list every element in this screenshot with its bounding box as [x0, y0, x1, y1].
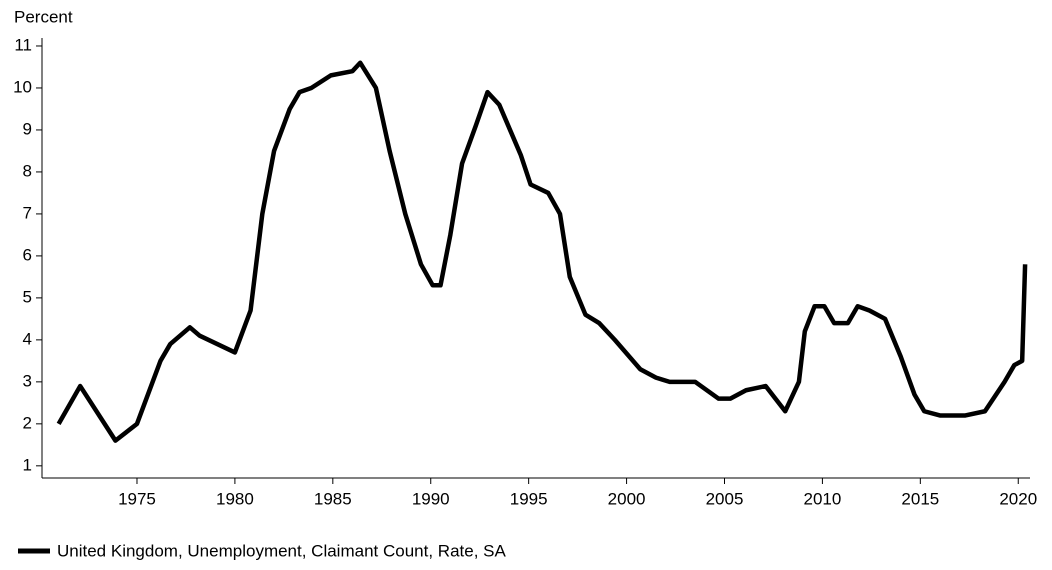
x-tick-label: 1995 [510, 489, 548, 508]
data-line [56, 60, 1028, 443]
y-tick-label: 10 [13, 77, 32, 96]
legend-label: United Kingdom, Unemployment, Claimant C… [57, 541, 506, 560]
x-tick-label: 1990 [412, 489, 450, 508]
x-tick-label: 2000 [608, 489, 646, 508]
x-tick-label: 2010 [803, 489, 841, 508]
y-tick-label: 6 [23, 245, 32, 264]
y-tick-label: 7 [23, 203, 32, 222]
y-tick-label: 4 [23, 329, 32, 348]
y-tick-label: 5 [23, 287, 32, 306]
y-tick-label: 2 [23, 413, 32, 432]
x-tick-label: 2015 [901, 489, 939, 508]
y-tick-label: 3 [23, 371, 32, 390]
y-tick-label: 11 [14, 35, 32, 54]
y-tick-label: 8 [23, 161, 32, 180]
y-axis-label: Percent [14, 7, 73, 26]
y-tick-label: 1 [23, 455, 32, 474]
y-tick-label: 9 [23, 119, 32, 138]
x-tick-label: 2020 [999, 489, 1037, 508]
x-tick-label: 1975 [118, 489, 156, 508]
x-tick-label: 2005 [706, 489, 744, 508]
x-tick-label: 1980 [216, 489, 254, 508]
x-tick-label: 1985 [314, 489, 352, 508]
